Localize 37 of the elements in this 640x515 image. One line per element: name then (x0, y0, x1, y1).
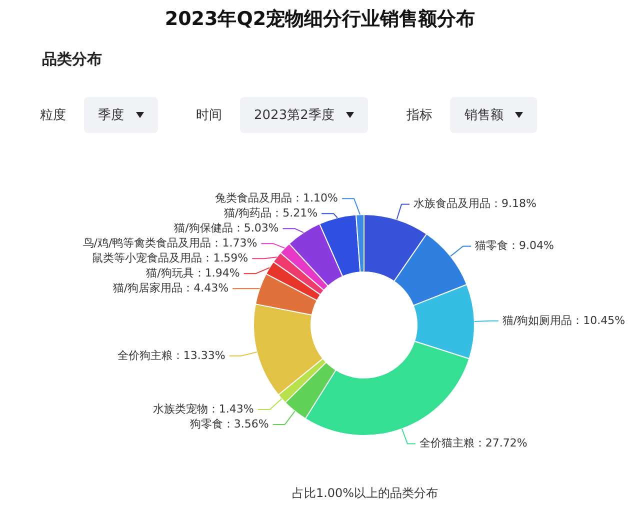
slice-label: 水族类宠物 (152, 402, 208, 416)
data-label: ：3.56% (222, 417, 269, 430)
slice-label: 猫/狗保健品 (174, 221, 233, 234)
data-label: ：1.43% (208, 402, 254, 416)
slice-label: 猫零食 (475, 239, 508, 252)
data-label: ：9.04% (508, 239, 554, 252)
slice-label: 全价猫主粮 (419, 436, 474, 450)
data-label: ：5.03% (232, 221, 279, 234)
slice-label: 水族食品及用品 (414, 197, 491, 210)
chart-subtitle: 品类分布 (42, 50, 102, 69)
data-label: ：1.10% (292, 191, 338, 204)
slice-label: 鼠类等小宠食品及用品 (92, 251, 202, 264)
slice-label: 全价狗主粮 (117, 348, 172, 362)
text: 指标 (406, 107, 432, 124)
slice-label: 猫/狗居家用品 (112, 281, 183, 294)
data-label: ：1.94% (194, 266, 240, 280)
data-label: ：1.73% (211, 236, 258, 250)
data-label: ：27.72% (474, 436, 528, 450)
text: 粒度 (40, 107, 66, 124)
slice-label: 猫/狗药品 (224, 206, 272, 220)
slice-label: 猫/狗玩具 (146, 266, 194, 280)
slice-label: 兔类食品及用品 (215, 191, 292, 204)
data-label: ：4.43% (182, 281, 229, 294)
text: 季度 (98, 107, 124, 124)
text: 时间 (196, 107, 222, 124)
data-label: ：10.45% (572, 314, 626, 327)
text: 2023第2季度 (254, 107, 334, 124)
slice-label: 鸟/鸡/鸭等禽类食品及用品 (82, 236, 212, 250)
slice-label: 猫/狗如厕用品 (502, 314, 572, 327)
slice-label: 狗零食 (190, 417, 223, 430)
data-label: ：9.18% (490, 197, 536, 210)
data-label: ：1.59% (202, 251, 248, 264)
data-label: ：13.33% (172, 348, 226, 362)
text: 占比1.00%以上的品类分布 (290, 485, 440, 502)
chart-title: 2023年Q2宠物细分行业销售额分布 (164, 7, 476, 32)
data-label: ：5.21% (272, 206, 318, 220)
text: 销售额 (464, 107, 504, 124)
